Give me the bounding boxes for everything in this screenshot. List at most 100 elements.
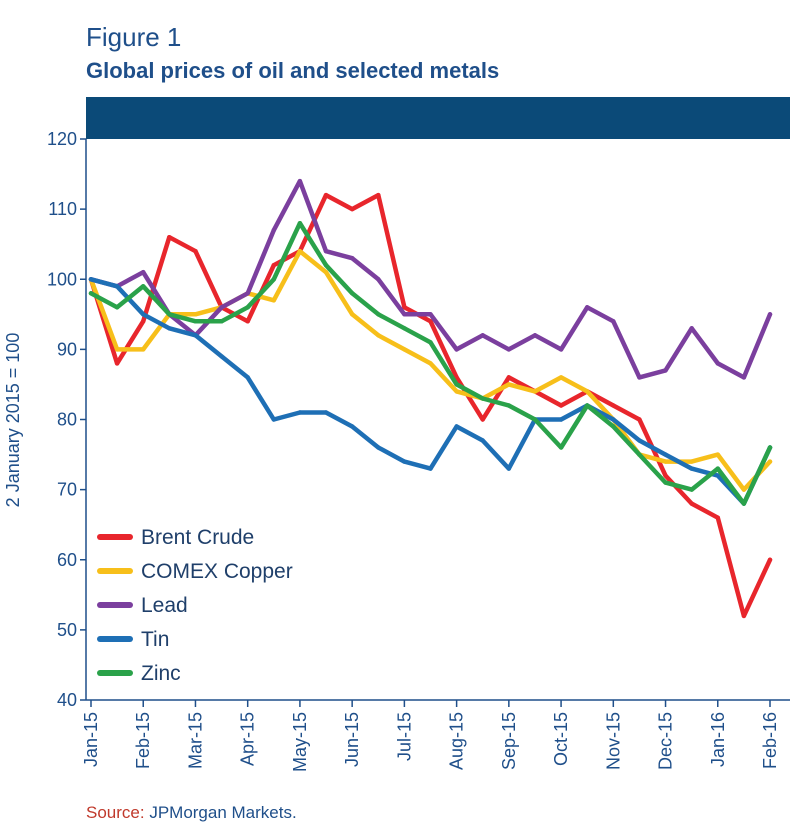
data-point-zinc	[323, 263, 329, 268]
data-point-brent-crude	[193, 249, 198, 254]
series-lines	[88, 178, 773, 619]
data-point-brent-crude	[506, 375, 511, 380]
data-point-zinc	[741, 501, 747, 506]
data-point-lead	[245, 291, 250, 296]
data-point-lead	[532, 333, 538, 338]
source-key: Source:	[86, 803, 145, 822]
data-point-tin	[689, 466, 694, 471]
data-point-lead	[402, 312, 407, 317]
x-tick-label: Apr-15	[238, 712, 258, 766]
data-point-brent-crude	[689, 501, 694, 506]
data-point-tin	[193, 333, 198, 338]
data-point-brent-crude	[376, 192, 381, 198]
data-point-comex-copper	[558, 375, 564, 380]
data-point-zinc	[454, 382, 459, 387]
data-point-tin	[663, 452, 668, 457]
data-point-zinc	[193, 319, 198, 324]
x-tick-label: Feb-16	[760, 712, 780, 769]
data-point-comex-copper	[506, 382, 511, 387]
legend: Brent Crude COMEX Copper Lead Tin Zinc	[97, 526, 293, 685]
data-point-tin	[376, 445, 381, 450]
data-point-zinc	[167, 312, 172, 317]
x-tick-label: Nov-15	[603, 712, 623, 770]
data-point-tin	[637, 438, 642, 443]
data-point-tin	[480, 438, 485, 443]
data-point-zinc	[88, 291, 94, 296]
x-tick-label: Aug-15	[447, 712, 467, 770]
data-point-brent-crude	[323, 192, 329, 198]
data-point-comex-copper	[402, 347, 407, 352]
data-point-brent-crude	[428, 319, 433, 324]
data-point-tin	[506, 466, 511, 471]
y-tick-label: 100	[47, 269, 77, 289]
data-point-comex-copper	[350, 312, 355, 317]
x-tick-label: May-15	[290, 712, 310, 772]
data-point-brent-crude	[402, 305, 407, 310]
data-point-lead	[350, 256, 355, 261]
data-point-lead	[454, 347, 459, 352]
figure-label: Figure 1	[86, 22, 182, 52]
data-point-comex-copper	[271, 298, 276, 303]
data-point-comex-copper	[741, 487, 747, 492]
data-point-lead	[219, 305, 224, 310]
data-point-tin	[141, 312, 146, 317]
data-point-zinc	[689, 487, 694, 492]
data-point-lead	[297, 178, 303, 184]
data-point-zinc	[219, 319, 224, 324]
data-point-tin	[323, 410, 329, 415]
data-point-zinc	[558, 445, 564, 450]
data-point-comex-copper	[297, 249, 303, 254]
data-point-comex-copper	[428, 361, 433, 366]
data-point-brent-crude	[767, 557, 773, 562]
data-point-zinc	[428, 340, 433, 345]
data-point-zinc	[532, 417, 538, 422]
legend-label-brent-crude: Brent Crude	[141, 526, 254, 549]
data-point-tin	[271, 417, 276, 422]
data-point-brent-crude	[114, 361, 120, 366]
x-tick-label: Dec-15	[656, 712, 676, 770]
data-point-comex-copper	[585, 389, 590, 394]
x-tick-label: Jan-15	[81, 712, 101, 767]
data-point-zinc	[376, 312, 381, 317]
x-tick-label: Sep-15	[499, 712, 519, 770]
data-point-zinc	[350, 291, 355, 296]
y-tick-label: 120	[47, 129, 77, 149]
data-point-tin	[167, 326, 172, 331]
data-point-lead	[506, 347, 511, 352]
legend-label-lead: Lead	[141, 594, 188, 617]
data-point-tin	[428, 466, 433, 471]
data-point-lead	[741, 375, 747, 380]
data-point-zinc	[585, 403, 590, 408]
data-point-comex-copper	[193, 312, 198, 317]
data-point-lead	[480, 333, 485, 338]
figure-title: Global prices of oil and selected metals	[86, 58, 500, 83]
data-point-lead	[715, 361, 720, 366]
data-point-comex-copper	[532, 389, 538, 394]
data-point-zinc	[402, 326, 407, 331]
data-point-comex-copper	[689, 459, 694, 464]
data-point-lead	[376, 277, 381, 282]
y-axis-ticks: 40 50 60 70 80 90 100 110 120	[47, 129, 86, 710]
chart-header-band	[86, 97, 790, 139]
data-point-zinc	[611, 424, 616, 429]
source-note: Source: JPMorgan Markets.	[86, 803, 297, 823]
data-point-zinc	[637, 452, 642, 457]
data-point-lead	[428, 312, 433, 317]
data-point-zinc	[506, 403, 511, 408]
data-point-zinc	[663, 480, 668, 485]
data-point-lead	[558, 347, 564, 352]
x-tick-label: Jun-15	[342, 712, 362, 767]
data-point-tin	[219, 354, 224, 359]
data-point-comex-copper	[323, 270, 329, 275]
series-line-brent-crude	[88, 192, 773, 619]
legend-label-zinc: Zinc	[141, 662, 181, 685]
data-point-tin	[558, 417, 564, 422]
data-point-comex-copper	[114, 347, 120, 352]
data-point-lead	[637, 375, 642, 380]
data-point-brent-crude	[480, 417, 485, 422]
data-point-zinc	[245, 305, 250, 310]
data-point-brent-crude	[741, 613, 747, 619]
data-point-lead	[663, 368, 668, 373]
data-point-lead	[271, 228, 276, 233]
y-tick-label: 70	[57, 480, 77, 500]
